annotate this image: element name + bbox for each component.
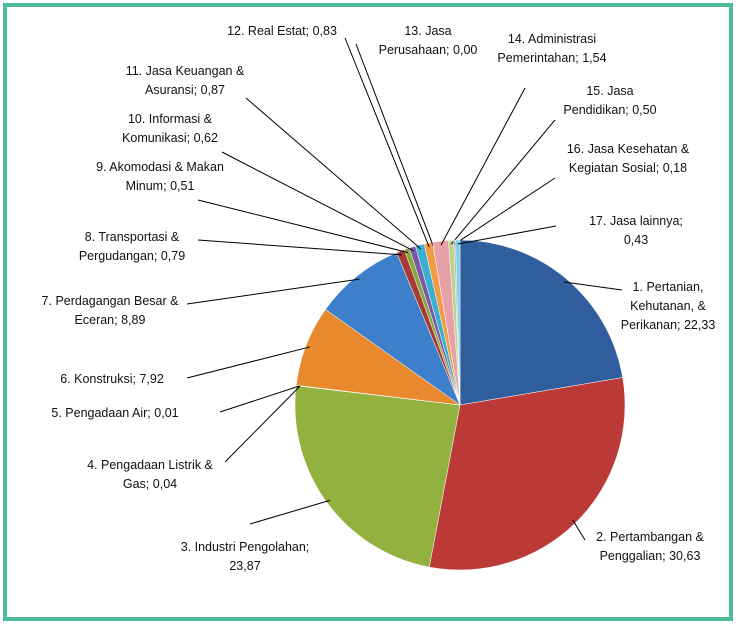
label-text: 0,50 [632, 103, 657, 117]
leader-line [563, 281, 623, 291]
leader-line [450, 119, 556, 245]
label-text: 0,79 [160, 249, 186, 263]
data-label: 14. Administrasi Pemerintahan; 1,54 [492, 30, 612, 68]
label-text: 7,92 [139, 372, 164, 386]
label-text: 22,33 [683, 318, 716, 332]
leader-line [245, 97, 422, 250]
label-text: 0,00 [453, 43, 478, 57]
pie-slice [428, 377, 626, 571]
leader-line [249, 499, 331, 525]
leader-line [355, 43, 434, 247]
leader-line [197, 239, 402, 256]
frame [3, 3, 733, 621]
leader-line [454, 177, 556, 245]
label-text: 3. Industri Pengolahan; [180, 540, 310, 554]
leader-line [572, 519, 586, 541]
label-text: 17. Jasa lainnya; [589, 214, 683, 228]
label-text: 10. Informasi & Komunikasi; [122, 112, 213, 145]
pie-slice [325, 252, 461, 406]
leader-line [186, 278, 360, 305]
data-label: 15. Jasa Pendidikan; 0,50 [560, 82, 660, 120]
data-label: 13. Jasa Perusahaan; 0,00 [373, 22, 483, 60]
label-text: 14. Administrasi Pemerintahan; [497, 32, 597, 65]
data-label: 4. Pengadaan Listrik & Gas; 0,04 [75, 456, 225, 494]
pie-slice [294, 385, 461, 568]
label-text: 30,63 [669, 549, 701, 563]
label-text: 0,43 [623, 233, 649, 247]
leader-line [219, 385, 301, 413]
label-text: 11. Jasa Keuangan & Asuransi; [125, 64, 245, 97]
leader-line [440, 87, 526, 246]
data-label: 6. Konstruksi; 7,92 [37, 370, 187, 389]
pie-slice [455, 239, 461, 406]
label-text: 0,83 [312, 24, 337, 38]
data-label: 10. Informasi & Komunikasi; 0,62 [95, 110, 245, 148]
label-text: 2. Pertambangan & Penggalian; [596, 530, 704, 563]
data-label: 17. Jasa lainnya; 0,43 [576, 212, 696, 250]
data-label: 3. Industri Pengolahan; 23,87 [170, 538, 320, 576]
data-label: 12. Real Estat; 0,83 [222, 22, 342, 41]
label-text: 13. Jasa Perusahaan; [378, 24, 452, 57]
leader-line [344, 37, 430, 248]
leader-line [224, 385, 301, 463]
label-text: 0,87 [200, 83, 225, 97]
label-text: 8. Transportasi & Pergudangan; [78, 230, 180, 263]
label-text: 16. Jasa Kesehatan & Kegiatan Sosial; [566, 142, 690, 175]
leader-line [457, 225, 557, 245]
label-text: 23,87 [229, 559, 261, 573]
data-label: 8. Transportasi & Pergudangan; 0,79 [57, 228, 207, 266]
label-text: 7. Perdagangan Besar & Eceran; [41, 294, 179, 327]
label-text: 0,04 [152, 477, 178, 491]
data-label: 2. Pertambangan & Penggalian; 30,63 [585, 528, 715, 566]
label-text: 15. Jasa Pendidikan; [563, 84, 634, 117]
label-text: 0,01 [154, 406, 179, 420]
data-label: 7. Perdagangan Besar & Eceran; 8,89 [35, 292, 185, 330]
label-text: 8,89 [121, 313, 146, 327]
label-text: 0,62 [193, 131, 218, 145]
data-label: 16. Jasa Kesehatan & Kegiatan Sosial; 0,… [558, 140, 698, 178]
label-text: 5. Pengadaan Air; [51, 406, 151, 420]
label-text: 0,18 [662, 161, 688, 175]
label-text: 1,54 [582, 51, 607, 65]
label-text: 0,51 [170, 179, 195, 193]
data-label: 1. Pertanian, Kehutanan, & Perikanan; 22… [603, 278, 733, 335]
leader-line [197, 199, 409, 254]
label-text: 12. Real Estat; [227, 24, 310, 38]
data-label: 11. Jasa Keuangan & Asuransi; 0,87 [110, 62, 260, 100]
leader-line [221, 151, 414, 252]
label-text: 1. Pertanian, Kehutanan, & Perikanan; [620, 280, 706, 332]
leader-line [186, 346, 310, 379]
label-text: 6. Konstruksi; [60, 372, 136, 386]
label-text: 4. Pengadaan Listrik & Gas; [87, 458, 213, 491]
pie-slice [459, 239, 623, 406]
data-label: 5. Pengadaan Air; 0,01 [40, 404, 190, 423]
label-text: 9. Akomodasi & Makan Minum; [96, 160, 224, 193]
data-label: 9. Akomodasi & Makan Minum; 0,51 [95, 158, 225, 196]
